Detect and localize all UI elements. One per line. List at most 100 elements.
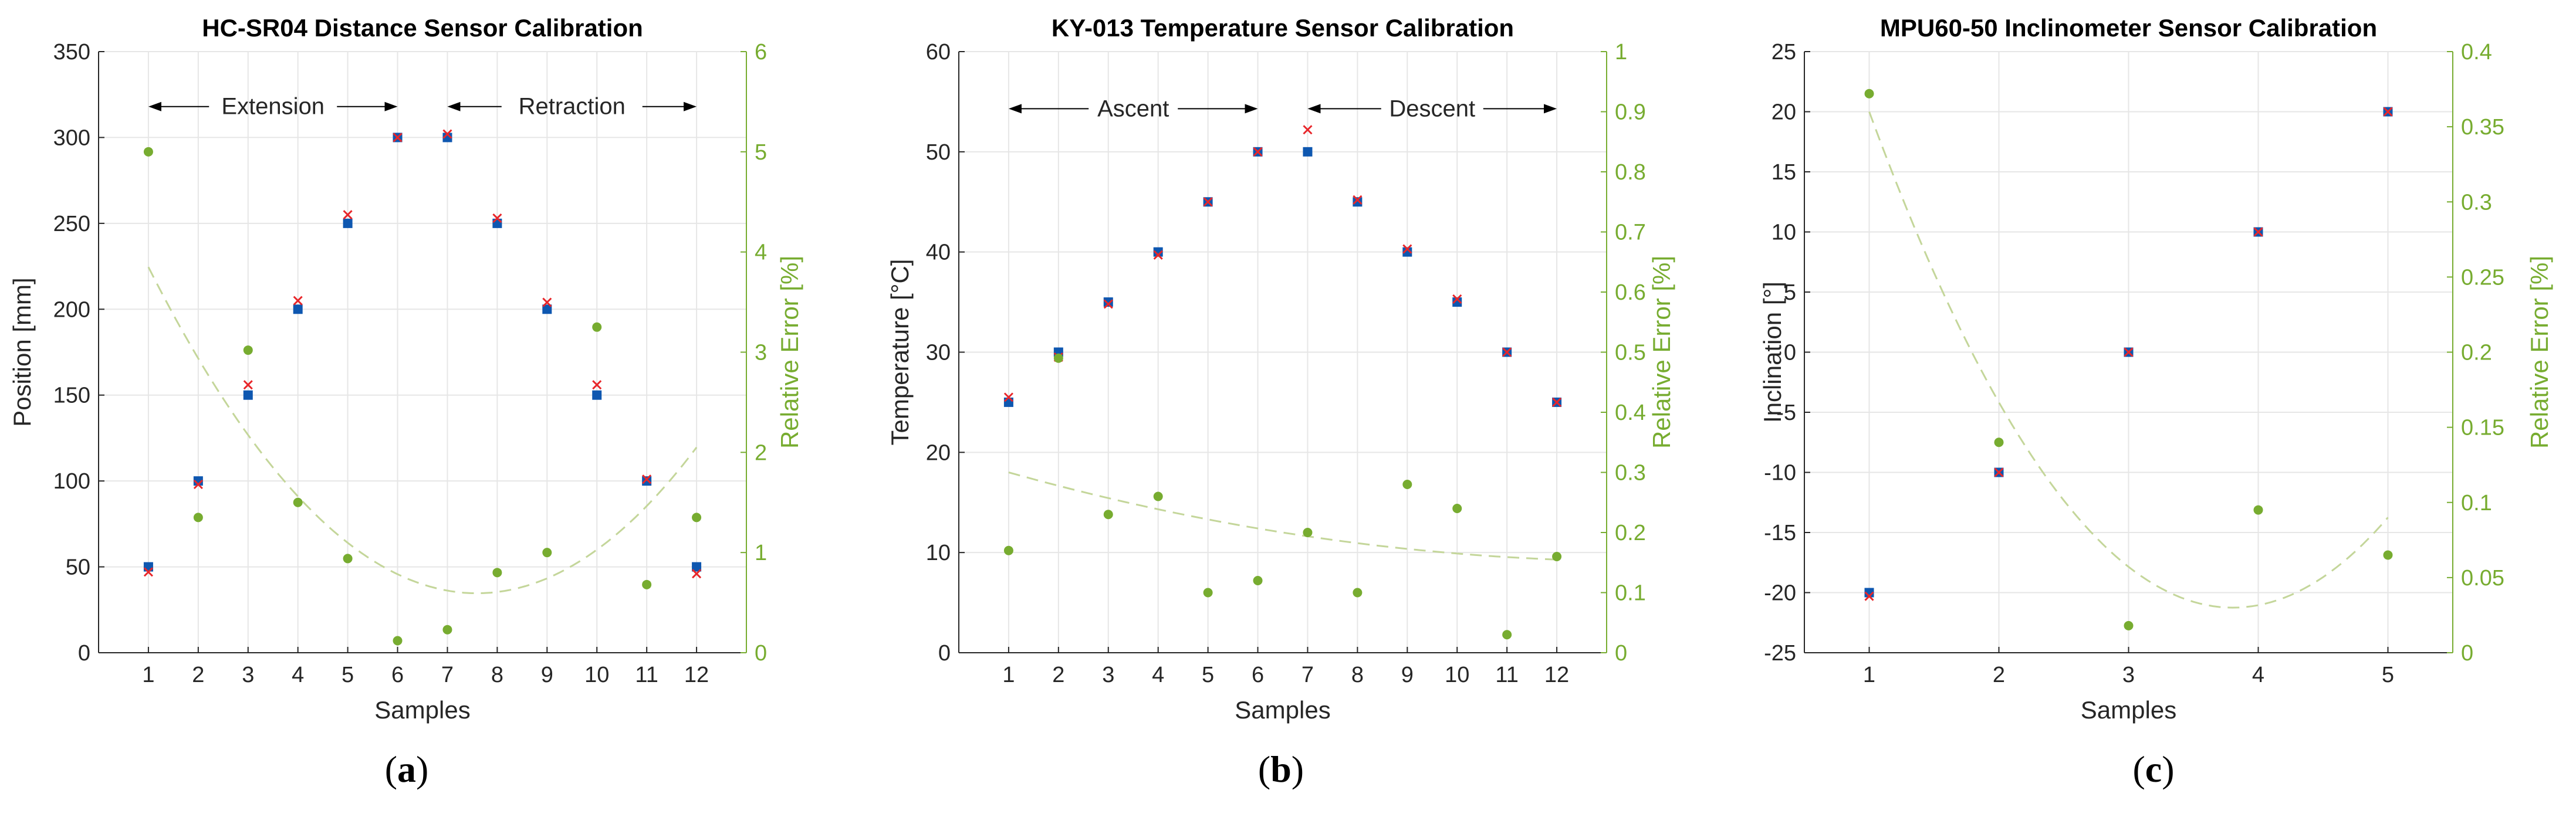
x-tick-label: 2 — [1052, 663, 1064, 687]
error-fit-curve — [147, 266, 698, 595]
y-tick-label: -15 — [1764, 521, 1796, 545]
y-right-tick-label: 0.1 — [1615, 581, 1646, 606]
y-tick-label: 5 — [1784, 280, 1796, 305]
y-tick-label: -10 — [1764, 461, 1796, 486]
x-tick-label: 1 — [142, 663, 154, 687]
y-right-tick-label: 0.35 — [2461, 115, 2504, 140]
y-right-tick-label: 1 — [755, 541, 767, 565]
x-tick-label: 6 — [1252, 663, 1264, 687]
measured-point — [592, 390, 602, 400]
y-right-tick-label: 0.7 — [1615, 221, 1646, 245]
error-point — [1353, 588, 1363, 598]
measured-point — [1353, 197, 1363, 207]
x-tick-label: 12 — [1544, 663, 1569, 687]
y-right-tick-label: 0.1 — [2461, 491, 2492, 515]
annotation-label: Descent — [1389, 96, 1475, 121]
measured-point — [442, 133, 452, 143]
chart-b: 0 10 20 30 40 50 60 0 0.1 0.2 0.3 0.4 0.5 0.6 0.7 0.8 0.… — [886, 14, 1675, 790]
x-tick-label: 2 — [1993, 663, 2005, 687]
arrow-right-head — [1245, 104, 1258, 114]
error-fit-curve — [1868, 111, 2389, 609]
x-tick-label: 3 — [1102, 663, 1114, 687]
measured-point — [1003, 397, 1013, 407]
y-right-axis-label: Relative Error [%] — [776, 256, 803, 449]
x-tick-label: 10 — [584, 663, 609, 687]
measured-point — [692, 562, 702, 572]
y-tick-label: -20 — [1764, 581, 1796, 606]
y-tick-label: 0 — [78, 641, 90, 666]
subcaption: (c) — [2132, 748, 2174, 790]
error-point — [1452, 504, 1462, 513]
error-point — [1303, 528, 1313, 537]
y-tick-label: 30 — [926, 341, 951, 365]
y-tick-label: 0 — [1784, 341, 1796, 365]
measured-point — [642, 476, 652, 486]
error-point — [2253, 505, 2263, 515]
reference-point — [143, 567, 153, 577]
y-tick-label: 350 — [53, 40, 90, 65]
reference-point — [1303, 125, 1313, 135]
error-point — [1502, 630, 1512, 640]
x-tick-label: 6 — [391, 663, 404, 687]
x-tick-label: 4 — [1152, 663, 1164, 687]
y-tick-label: 15 — [1772, 160, 1796, 185]
annotation-label: Ascent — [1097, 96, 1169, 121]
error-point — [1552, 552, 1562, 561]
reference-point — [393, 133, 403, 143]
reference-point — [2253, 227, 2263, 237]
error-point — [542, 548, 552, 558]
annotation-label: Extension — [221, 94, 324, 120]
x-axis-label: Samples — [1235, 696, 1330, 724]
error-point — [1253, 576, 1263, 585]
x-tick-label: 11 — [635, 663, 658, 687]
y-tick-label: 25 — [1772, 40, 1796, 65]
y-axis-label: Position [mm] — [8, 277, 36, 426]
error-point — [1203, 588, 1213, 598]
y-right-tick-label: 0.4 — [1615, 401, 1646, 425]
measured-point — [343, 218, 353, 228]
x-tick-label: 3 — [2122, 663, 2135, 687]
measured-point — [1153, 247, 1163, 257]
y-right-tick-label: 0.3 — [1615, 461, 1646, 486]
error-point — [492, 568, 502, 578]
reference-point — [293, 296, 303, 306]
y-tick-label: 100 — [53, 469, 90, 494]
y-tick-label: 10 — [1772, 221, 1796, 245]
reference-point — [1203, 197, 1213, 207]
y-right-tick-label: 0.25 — [2461, 265, 2504, 290]
reference-point — [1003, 392, 1013, 402]
arrow-left-head — [1307, 104, 1321, 114]
x-tick-label: 5 — [2382, 663, 2394, 687]
x-tick-label: 8 — [1351, 663, 1364, 687]
error-point — [642, 579, 652, 589]
measured-point — [1103, 297, 1113, 307]
subcaption-letter: b — [1270, 748, 1292, 790]
error-point — [1864, 89, 1874, 99]
x-axis-label: Samples — [2081, 696, 2176, 724]
y-right-tick-label: 0.4 — [2461, 40, 2492, 65]
error-point — [2383, 550, 2393, 560]
x-tick-label: 1 — [1863, 663, 1875, 687]
y-right-tick-label: 0.2 — [1615, 521, 1646, 545]
measured-point — [143, 562, 153, 572]
x-tick-label: 10 — [1445, 663, 1469, 687]
chart-title: MPU60-50 Inclinometer Sensor Calibration — [1880, 14, 2377, 42]
y-axis-label: Inclination [°] — [1759, 281, 1786, 423]
error-point — [1103, 510, 1113, 520]
y-tick-label: -25 — [1764, 641, 1796, 666]
measured-point — [492, 218, 502, 228]
y-right-tick-label: 0.2 — [2461, 341, 2492, 365]
arrow-right-head — [684, 101, 697, 111]
error-point — [442, 625, 452, 635]
reference-point — [1103, 299, 1113, 309]
reference-point — [1153, 250, 1163, 260]
reference-point — [642, 474, 652, 484]
x-tick-label: 4 — [292, 663, 304, 687]
measured-point — [293, 304, 303, 314]
error-fit-curve — [1008, 472, 1557, 561]
y-tick-label: 20 — [1772, 100, 1796, 125]
error-point — [2124, 620, 2134, 630]
reference-point — [1502, 347, 1512, 357]
y-axis-label: Temperature [°C] — [886, 259, 914, 446]
